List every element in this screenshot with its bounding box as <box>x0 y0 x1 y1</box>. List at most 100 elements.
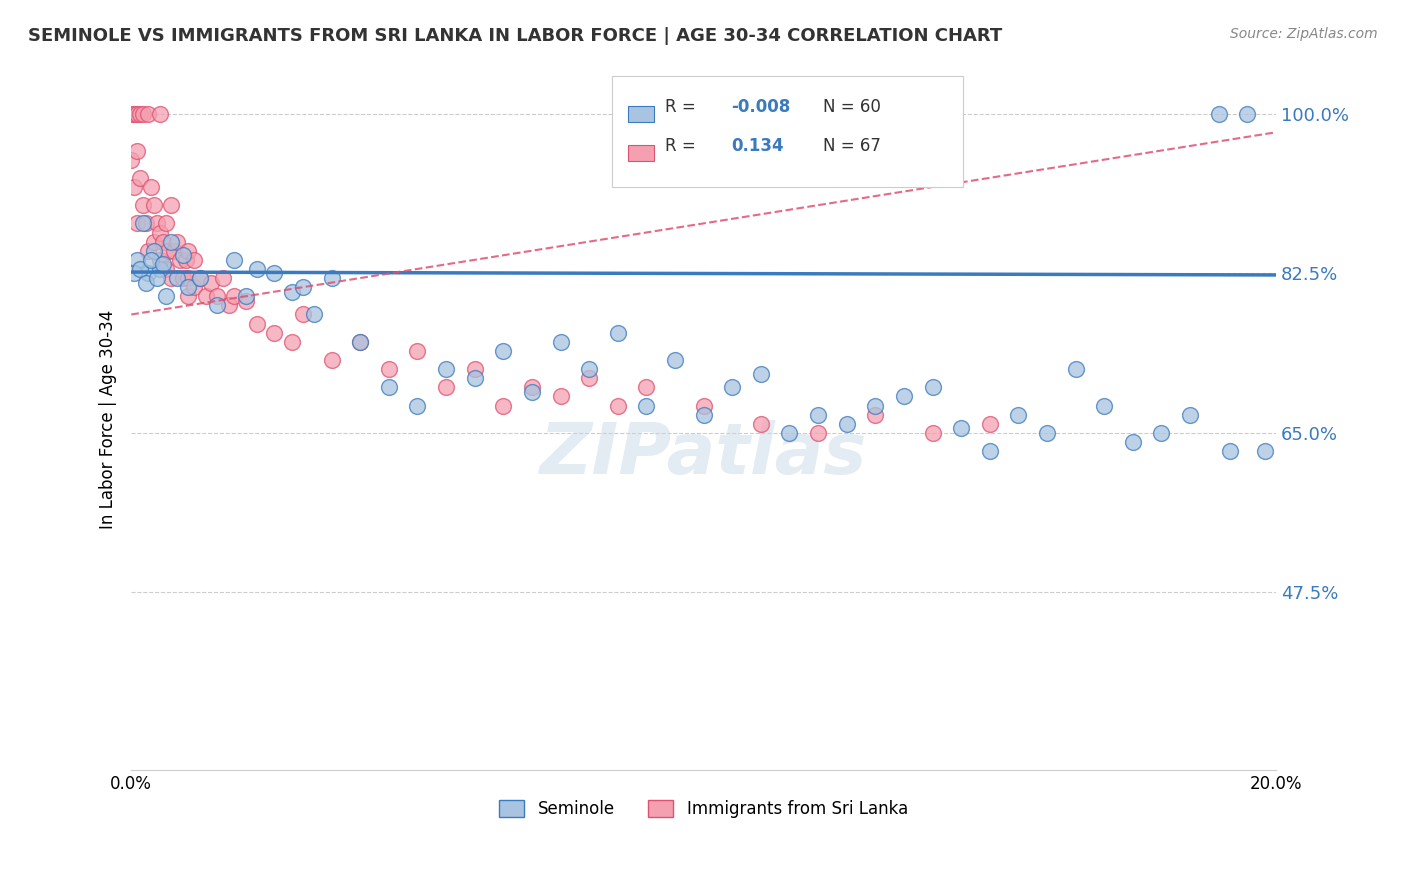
Point <box>1064 362 1087 376</box>
Point <box>155 216 177 230</box>
Point <box>149 252 172 267</box>
Point <box>122 180 145 194</box>
Point <box>1219 444 1241 458</box>
Point <box>155 262 177 277</box>
Point <box>406 399 429 413</box>
Point <box>921 380 943 394</box>
Point <box>349 334 371 349</box>
Text: R =: R = <box>665 137 696 155</box>
Point <box>434 362 457 376</box>
Point <box>183 280 205 294</box>
Point <box>163 244 186 258</box>
Text: N = 67: N = 67 <box>823 137 880 155</box>
Text: -0.008: -0.008 <box>731 98 790 116</box>
Point <box>304 308 326 322</box>
Point <box>807 408 830 422</box>
Point <box>246 262 269 277</box>
Point <box>152 257 174 271</box>
Text: R =: R = <box>665 98 696 116</box>
Point <box>865 399 887 413</box>
Point <box>218 298 240 312</box>
Point <box>1208 107 1230 121</box>
Y-axis label: In Labor Force | Age 30-34: In Labor Force | Age 30-34 <box>100 310 117 529</box>
Point <box>125 144 148 158</box>
Point <box>979 444 1001 458</box>
Point <box>177 289 200 303</box>
Point <box>979 417 1001 431</box>
Point <box>578 371 600 385</box>
Point <box>550 389 572 403</box>
Point <box>122 107 145 121</box>
Point <box>1036 425 1059 440</box>
Point <box>174 252 197 267</box>
Point <box>172 271 194 285</box>
Point <box>520 384 543 399</box>
Point <box>807 425 830 440</box>
Point <box>166 271 188 285</box>
Point <box>157 244 180 258</box>
Point <box>1122 435 1144 450</box>
Point <box>692 399 714 413</box>
Point <box>194 289 217 303</box>
Point <box>721 380 744 394</box>
Point <box>636 380 658 394</box>
Point <box>778 425 800 440</box>
Point <box>378 362 401 376</box>
Text: 0.134: 0.134 <box>731 137 783 155</box>
Legend: Seminole, Immigrants from Sri Lanka: Seminole, Immigrants from Sri Lanka <box>492 793 914 825</box>
Point <box>120 107 142 121</box>
Text: SEMINOLE VS IMMIGRANTS FROM SRI LANKA IN LABOR FORCE | AGE 30-34 CORRELATION CHA: SEMINOLE VS IMMIGRANTS FROM SRI LANKA IN… <box>28 27 1002 45</box>
Point <box>125 107 148 121</box>
Point <box>224 289 246 303</box>
Point <box>263 267 285 281</box>
Point <box>155 289 177 303</box>
Point <box>235 289 257 303</box>
Point <box>291 280 314 294</box>
Point <box>146 216 169 230</box>
Point <box>692 408 714 422</box>
Point <box>406 343 429 358</box>
Point <box>664 353 686 368</box>
Point <box>578 362 600 376</box>
Point <box>131 107 153 121</box>
Point <box>921 425 943 440</box>
Point <box>125 252 148 267</box>
Point <box>177 271 200 285</box>
Point <box>1236 107 1258 121</box>
Text: N = 60: N = 60 <box>823 98 880 116</box>
Point <box>280 334 302 349</box>
Point <box>211 271 233 285</box>
Point <box>172 248 194 262</box>
Point <box>188 271 211 285</box>
Point <box>200 276 222 290</box>
Point <box>280 285 302 299</box>
Point <box>160 198 183 212</box>
Point <box>492 343 515 358</box>
Point <box>131 198 153 212</box>
Point <box>492 399 515 413</box>
Point <box>950 421 973 435</box>
Point <box>138 107 160 121</box>
Point <box>1092 399 1115 413</box>
Point <box>291 308 314 322</box>
Point <box>321 353 343 368</box>
Point <box>141 252 163 267</box>
Point <box>205 289 228 303</box>
Point <box>160 271 183 285</box>
Point <box>1253 444 1275 458</box>
Point <box>520 380 543 394</box>
Point <box>143 198 166 212</box>
Point <box>177 280 200 294</box>
Point <box>464 371 486 385</box>
Text: Source: ZipAtlas.com: Source: ZipAtlas.com <box>1230 27 1378 41</box>
Point <box>135 216 157 230</box>
Point <box>149 107 172 121</box>
Point <box>160 235 183 249</box>
Point <box>246 317 269 331</box>
Point <box>131 216 153 230</box>
Point <box>122 267 145 281</box>
Point <box>169 252 191 267</box>
Point <box>263 326 285 340</box>
Point <box>152 235 174 249</box>
Text: ZIPatlas: ZIPatlas <box>540 420 868 489</box>
